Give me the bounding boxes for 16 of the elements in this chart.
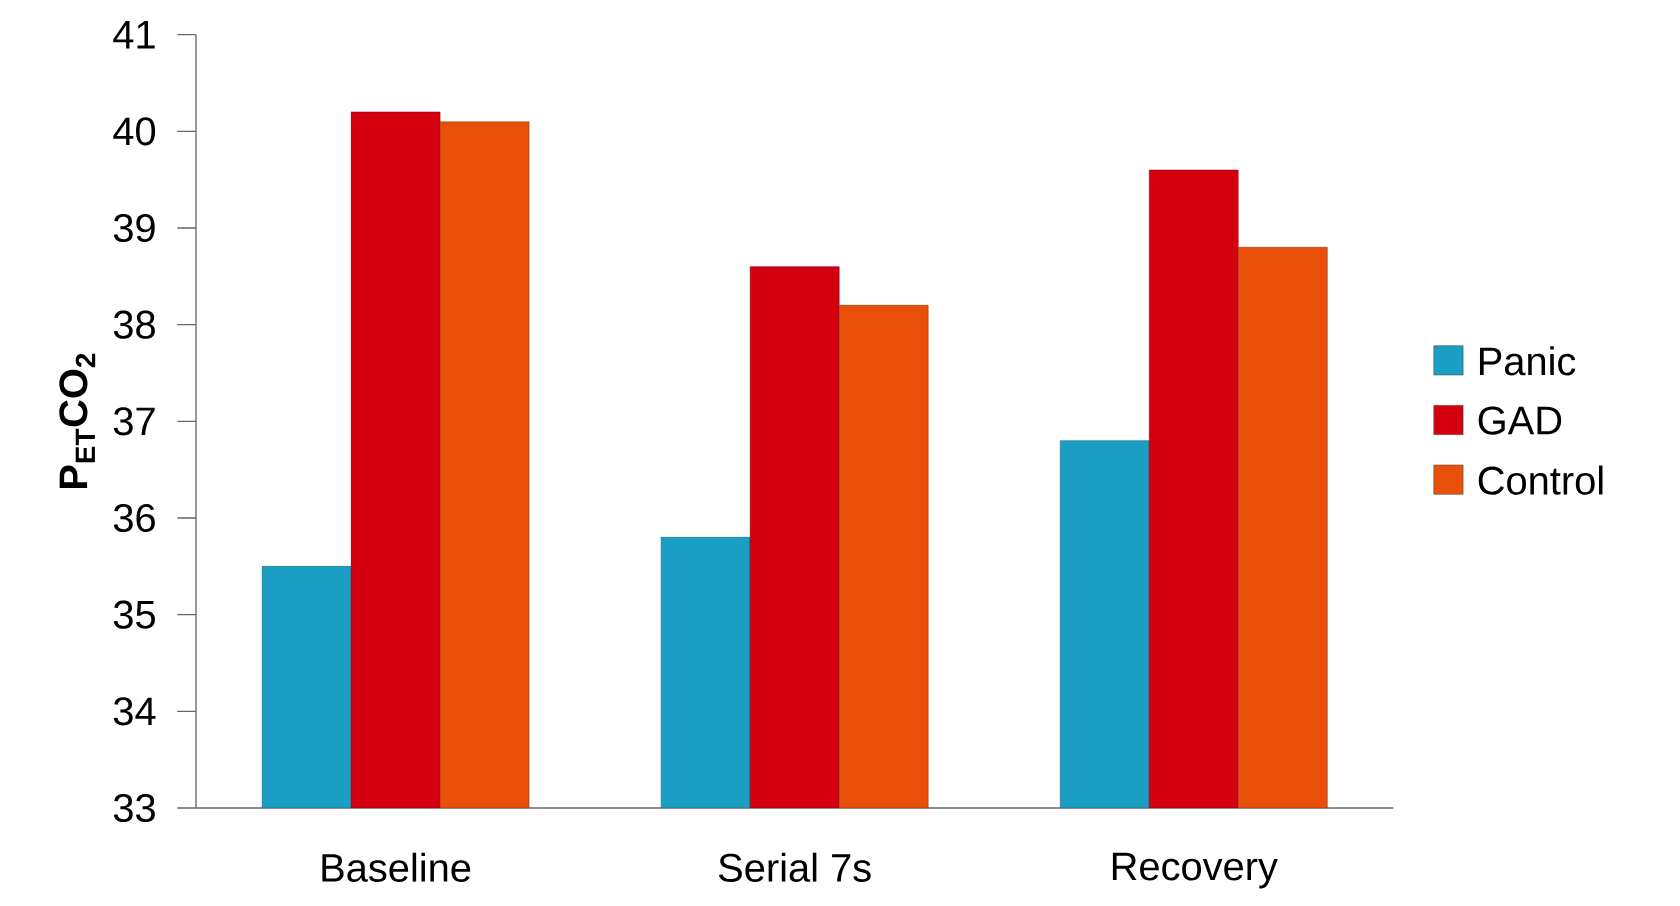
y-tick-label: 35 [113,600,155,629]
y-tick-label: 41 [113,20,155,49]
y-axis-title: P$_{ET}$CO$_{2}$ [59,353,96,489]
legend-label: Panic [1479,346,1576,376]
y-tick-label: 39 [113,213,155,243]
x-tick-label: Baseline [322,852,471,882]
y-tick-label: 38 [113,310,155,339]
y-tick-label: 34 [113,697,156,726]
y-tick-label: 33 [113,793,155,823]
y-tick-label: 40 [113,117,156,146]
x-tick-label: Recovery [1112,852,1278,889]
legend-label: GAD [1478,406,1562,435]
legend-label: Control [1478,465,1603,495]
y-tick-label: 36 [113,503,155,533]
x-tick-label: Serial 7s [718,852,871,882]
y-tick-label: 37 [113,407,155,436]
